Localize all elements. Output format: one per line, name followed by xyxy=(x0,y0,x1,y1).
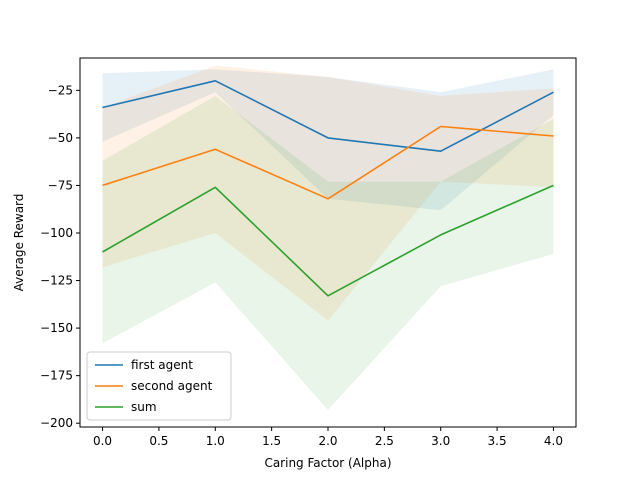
legend-label-1: second agent xyxy=(131,379,213,393)
y-axis-title: Average Reward xyxy=(12,194,26,292)
y-tick-label: −125 xyxy=(40,274,73,288)
x-tick-label: 3.0 xyxy=(431,434,450,448)
y-tick-label: −25 xyxy=(48,83,73,97)
x-tick-label: 2.0 xyxy=(318,434,337,448)
confidence-band-2 xyxy=(102,96,554,410)
series-lines xyxy=(102,80,554,297)
y-tick-label: −75 xyxy=(48,178,73,192)
y-tick-label: −100 xyxy=(40,226,73,240)
legend-label-0: first agent xyxy=(131,358,193,372)
legend-label-2: sum xyxy=(131,400,157,414)
y-axis: −200 −175 −150 −125 −100 −75 −50 −25 xyxy=(40,83,80,430)
series-line-1 xyxy=(102,125,554,200)
x-tick-label: 0.5 xyxy=(149,434,168,448)
y-tick-label: −150 xyxy=(40,321,73,335)
confidence-band-1 xyxy=(102,65,554,321)
confidence-band-0 xyxy=(102,69,554,211)
x-tick-label: 2.5 xyxy=(375,434,394,448)
x-tick-label: 3.5 xyxy=(488,434,507,448)
y-tick-label: −175 xyxy=(40,369,73,383)
confidence-bands xyxy=(102,65,554,410)
y-tick-label: −200 xyxy=(40,416,73,430)
series-line-0 xyxy=(102,80,554,152)
x-tick-label: 0.0 xyxy=(93,434,112,448)
legend: first agent second agent sum xyxy=(86,351,232,421)
x-tick-label: 4.0 xyxy=(544,434,563,448)
x-tick-label: 1.5 xyxy=(262,434,281,448)
x-axis: 0.0 0.5 1.0 1.5 2.0 2.5 3.0 3.5 4.0 xyxy=(93,427,563,448)
x-tick-label: 1.0 xyxy=(206,434,225,448)
x-axis-title: Caring Factor (Alpha) xyxy=(264,456,391,470)
series-line-2 xyxy=(102,184,554,297)
legend-box xyxy=(86,351,232,421)
y-tick-label: −50 xyxy=(48,131,73,145)
